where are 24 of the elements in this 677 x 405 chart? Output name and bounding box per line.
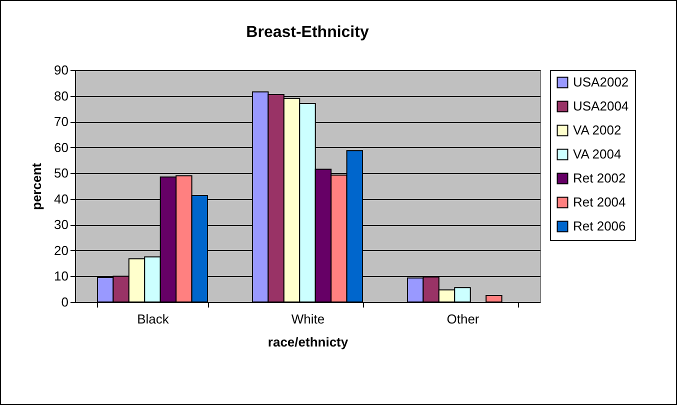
y-tick-label: 70 xyxy=(54,114,68,130)
x-tick-label: White xyxy=(291,312,325,326)
y-tick-label: 90 xyxy=(54,62,68,78)
legend-label: VA 2002 xyxy=(573,122,622,138)
y-tick-label: 80 xyxy=(54,88,68,104)
legend-label: USA2004 xyxy=(573,98,629,114)
x-tick-label: Other xyxy=(446,312,480,326)
y-tick-label: 0 xyxy=(61,294,68,310)
y-tick-label: 40 xyxy=(54,191,68,206)
x-axis-title: race/ethnicty xyxy=(268,334,349,350)
y-tick-label: 50 xyxy=(54,166,68,181)
y-tick-label: 10 xyxy=(54,268,68,284)
y-tick-label: 60 xyxy=(54,140,68,155)
legend-label: Ret 2006 xyxy=(573,218,626,234)
legend-label: USA2002 xyxy=(573,74,629,90)
y-axis-title: percent xyxy=(29,162,44,210)
legend-label: VA 2004 xyxy=(573,146,622,162)
x-tick-label: Black xyxy=(137,312,170,326)
bar xyxy=(486,295,502,302)
legend-label: Ret 2004 xyxy=(573,194,626,210)
y-tick-label: 30 xyxy=(54,217,68,232)
y-tick-label: 20 xyxy=(54,242,68,258)
chart-title: Breast-Ethnicity xyxy=(246,24,369,41)
legend-label: Ret 2002 xyxy=(573,170,626,186)
